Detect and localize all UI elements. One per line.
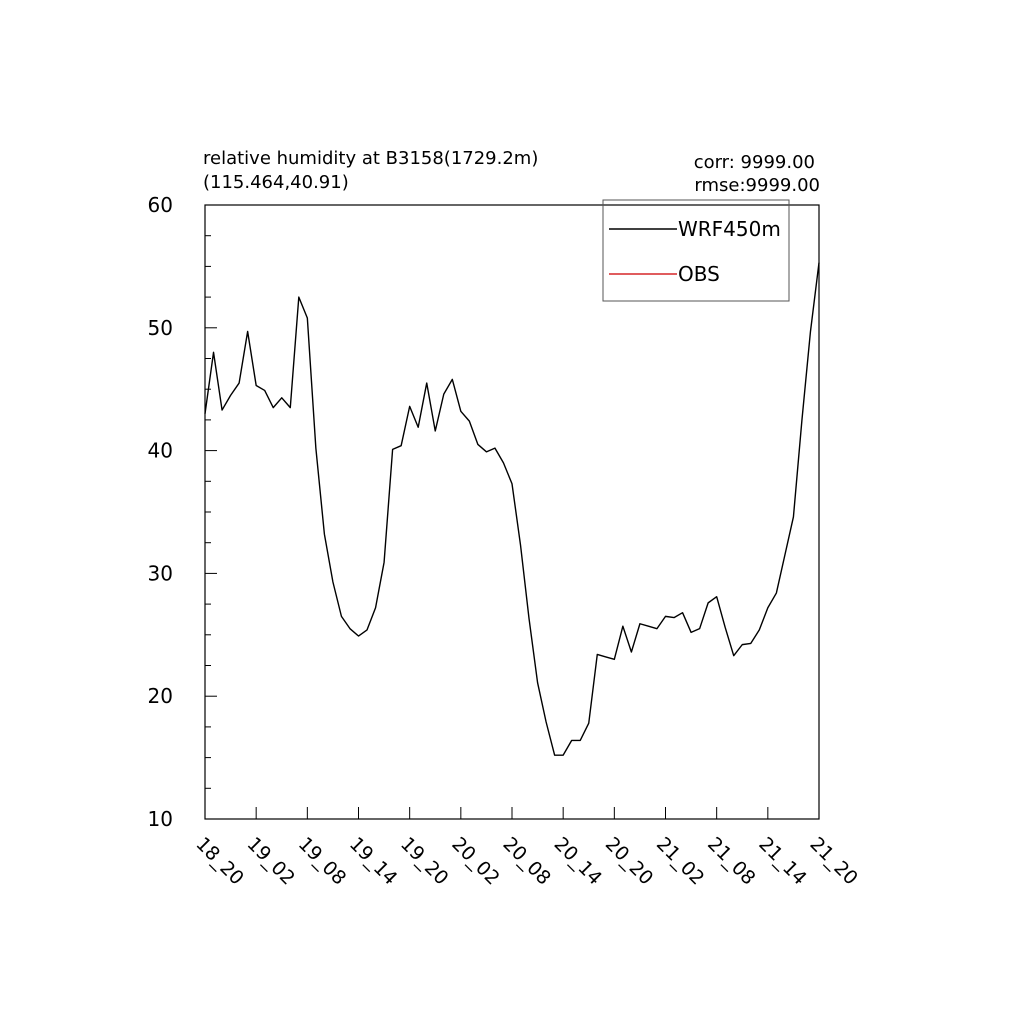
x-tick-label: 20_20 <box>601 833 657 889</box>
legend-label-obs: OBS <box>678 262 720 286</box>
x-tick-label: 19_20 <box>396 833 452 889</box>
y-tick-label: 10 <box>148 807 173 831</box>
x-tick-label: 20_08 <box>498 833 554 889</box>
y-tick-label: 20 <box>148 684 173 708</box>
x-tick-label: 19_02 <box>243 833 299 889</box>
y-tick-label: 60 <box>148 193 173 217</box>
chart-title: relative humidity at B3158(1729.2m) <box>203 148 538 169</box>
x-tick-label: 19_08 <box>294 833 350 889</box>
x-tick-label: 21_14 <box>754 833 810 889</box>
corr-stat: corr: 9999.00 <box>694 152 815 173</box>
legend-label-wrf450m: WRF450m <box>678 217 781 241</box>
chart-subtitle: (115.464,40.91) <box>203 172 349 193</box>
legend: WRF450m OBS <box>602 199 790 302</box>
series-line-wrf450m <box>204 262 820 756</box>
y-axis: 10 20 30 40 50 60 <box>148 193 217 831</box>
x-tick-label: 20_02 <box>447 833 503 889</box>
x-tick-label: 21_20 <box>805 833 861 889</box>
x-tick-label: 21_08 <box>703 833 759 889</box>
rmse-stat: rmse:9999.00 <box>694 175 820 196</box>
x-tick-label: 21_02 <box>652 833 708 889</box>
x-tick-label: 18_20 <box>191 833 247 889</box>
y-tick-label: 30 <box>148 561 173 585</box>
x-tick-label: 19_14 <box>345 833 401 889</box>
legend-box <box>602 199 790 302</box>
y-tick-label: 40 <box>148 439 173 463</box>
x-tick-label: 20_14 <box>550 833 606 889</box>
series-layer <box>204 262 820 756</box>
y-tick-label: 50 <box>148 316 173 340</box>
plot-frame <box>204 204 820 820</box>
